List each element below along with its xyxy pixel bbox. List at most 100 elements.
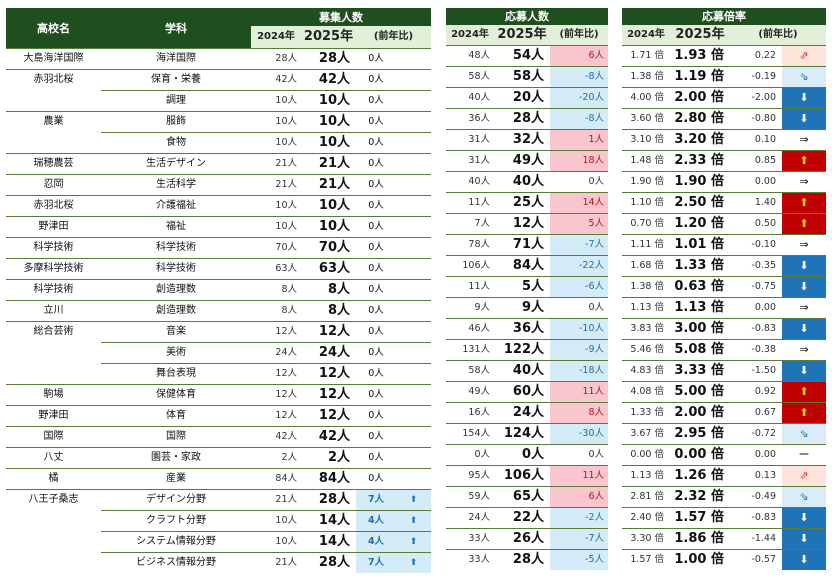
ratio-diff-cell: -2.00 [730, 87, 782, 109]
table-row: 16人 24人 8人 [446, 402, 609, 424]
school-name-cell [6, 133, 101, 154]
dept-name-cell: 服飾 [101, 111, 251, 133]
apply-diff-cell: 11人 [550, 465, 609, 487]
ratio-diff-cell: -0.72 [730, 423, 782, 445]
empty-cell [396, 342, 431, 364]
apply-2025-cell: 36人 [494, 318, 550, 340]
recruit-increase-cell: 4人 [356, 531, 396, 553]
recruit-2025-cell: 14人 [301, 531, 356, 553]
table-row: 1.33 倍 2.00 倍 0.67 ⬆ [622, 402, 826, 424]
table-row: 立川 創造理数 8人 8人 0人 [6, 300, 431, 322]
apply-2025-cell: 60人 [494, 381, 550, 403]
apply-2024-cell: 11人 [446, 192, 494, 214]
recruit-2024-cell: 10人 [251, 132, 301, 154]
dept-name-cell: 舞台表現 [101, 363, 251, 385]
apply-2024-cell: 59人 [446, 486, 494, 508]
apply-2025-cell: 25人 [494, 192, 550, 214]
table-row: 48人 54人 6人 [446, 45, 609, 67]
ratio-2024-cell: 1.13 倍 [622, 297, 670, 319]
recruit-diff-cell: 0人 [356, 384, 396, 406]
recruitment-header: 募集人数 [251, 8, 431, 27]
table-row: 1.10 倍 2.50 倍 1.40 ⬆ [622, 192, 826, 214]
apply-diff-cell: 6人 [550, 486, 609, 508]
recruit-increase-cell: 7人 [356, 552, 396, 573]
up-arrow-icon: ⬆ [782, 381, 826, 403]
ratio-diff-cell: 0.67 [730, 402, 782, 424]
recruit-2025-cell: 10人 [301, 216, 356, 238]
recruit-prev-header: (前年比) [356, 26, 431, 49]
recruit-2024-header: 2024年 [251, 26, 301, 49]
apply-2025-cell: 26人 [494, 528, 550, 550]
ratio-diff-cell: -0.10 [730, 234, 782, 256]
recruit-2025-cell: 28人 [301, 48, 356, 70]
apply-diff-cell: -8人 [550, 66, 609, 88]
table-row: 154人 124人 -30人 [446, 423, 609, 445]
recruit-2025-cell: 14人 [301, 510, 356, 532]
table-row: 58人 40人 -18人 [446, 360, 609, 382]
empty-cell [396, 153, 431, 175]
table-row: 八丈 園芸・家政 2人 2人 0人 [6, 447, 431, 469]
school-name-cell: 農業 [6, 111, 101, 133]
apply-diff-cell: -7人 [550, 528, 609, 550]
school-name-cell: 多摩科学技術 [6, 258, 101, 280]
ratio-2025-cell: 3.33 倍 [670, 360, 730, 382]
ratio-2025-cell: 2.00 倍 [670, 87, 730, 109]
apply-diff-cell: -2人 [550, 507, 609, 529]
dept-name-cell: 美術 [101, 342, 251, 364]
table-row: 農業 服飾 10人 10人 0人 [6, 111, 431, 133]
dept-name-cell: 体育 [101, 405, 251, 427]
apply-2025-cell: 32人 [494, 129, 550, 151]
school-name-cell: 赤羽北桜 [6, 69, 101, 91]
table-row: 11人 5人 -6人 [446, 276, 609, 298]
apply-2025-header: 2025年 [494, 25, 550, 46]
apply-2024-cell: 36人 [446, 108, 494, 130]
recruit-2025-cell: 42人 [301, 69, 356, 91]
ratio-2025-cell: 1.93 倍 [670, 45, 730, 67]
table-row: 1.68 倍 1.33 倍 -0.35 ⬇ [622, 255, 826, 277]
table-row: 科学技術 科学技術 70人 70人 0人 [6, 237, 431, 259]
school-name-cell [6, 364, 101, 385]
empty-cell [396, 384, 431, 406]
dept-name-cell: 食物 [101, 132, 251, 154]
school-name-cell: 赤羽北桜 [6, 195, 101, 217]
ratio-2025-cell: 2.80 倍 [670, 108, 730, 130]
table-row: 40人 40人 0人 [446, 171, 609, 193]
ratio-diff-cell: -0.75 [730, 276, 782, 298]
table-row: 1.48 倍 2.33 倍 0.85 ⬆ [622, 150, 826, 172]
school-name-cell: 忍岡 [6, 174, 101, 196]
table-row: 2.81 倍 2.32 倍 -0.49 ⇘ [622, 486, 826, 508]
ratio-2024-cell: 0.00 倍 [622, 444, 670, 466]
recruit-2024-cell: 2人 [251, 447, 301, 469]
apply-2025-cell: 71人 [494, 234, 550, 256]
table-row: 美術 24人 24人 0人 [6, 342, 431, 364]
right-arrow-icon: ⇒ [782, 171, 826, 193]
table-row: 40人 20人 -20人 [446, 87, 609, 109]
dept-name-cell: 国際 [101, 426, 251, 448]
apply-2025-cell: 24人 [494, 402, 550, 424]
ratio-diff-cell: 0.00 [730, 297, 782, 319]
school-name-cell [6, 511, 101, 532]
table-row: 1.71 倍 1.93 倍 0.22 ⇗ [622, 45, 826, 67]
apply-diff-cell: 1人 [550, 129, 609, 151]
ratio-2024-cell: 4.83 倍 [622, 360, 670, 382]
down-arrow-icon: ⬇ [782, 507, 826, 529]
apply-2024-cell: 9人 [446, 297, 494, 319]
table-row: 1.13 倍 1.13 倍 0.00 ⇒ [622, 297, 826, 319]
recruit-2024-cell: 84人 [251, 468, 301, 490]
up-arrow-icon: ⬆ [396, 510, 431, 532]
table-row: 食物 10人 10人 0人 [6, 132, 431, 154]
table-row: 八王子桑志 デザイン分野 21人 28人 7人 ⬆ [6, 489, 431, 511]
school-name-cell: 八王子桑志 [6, 489, 101, 511]
empty-cell [396, 468, 431, 490]
apply-diff-cell: 0人 [550, 444, 609, 466]
table-row: 大島海洋国際 海洋国際 28人 28人 0人 [6, 48, 431, 70]
down-arrow-icon: ⬇ [782, 360, 826, 382]
school-name-cell [6, 91, 101, 112]
ratio-2025-cell: 0.00 倍 [670, 444, 730, 466]
table-row: 31人 49人 18人 [446, 150, 609, 172]
dept-name-cell: 生活デザイン [101, 153, 251, 175]
recruit-2025-cell: 10人 [301, 132, 356, 154]
ratio-2024-cell: 1.11 倍 [622, 234, 670, 256]
school-name-cell [6, 553, 101, 574]
apply-2025-cell: 58人 [494, 66, 550, 88]
